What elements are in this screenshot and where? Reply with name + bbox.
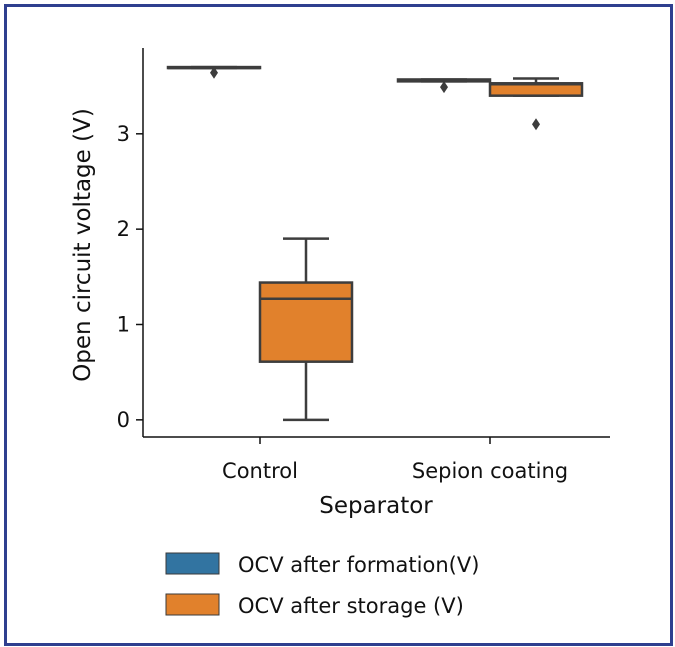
y-tick-label: 0 xyxy=(117,408,130,432)
outlier-point xyxy=(440,81,448,94)
image-border xyxy=(4,4,673,646)
outlier-point xyxy=(532,118,540,131)
x-axis-label: Separator xyxy=(319,493,433,519)
legend-label-storage: OCV after storage (V) xyxy=(238,594,464,618)
box-0-0 xyxy=(166,65,262,79)
box-1-0 xyxy=(258,237,354,422)
x-tick-label: Sepion coating xyxy=(412,459,568,483)
box-1-1 xyxy=(488,77,584,131)
y-axis-label: Open circuit voltage (V) xyxy=(70,108,96,382)
outlier-point xyxy=(210,66,218,79)
y-tick-label: 2 xyxy=(117,217,130,241)
legend-swatch-storage xyxy=(165,593,220,616)
y-tick-label: 3 xyxy=(117,122,130,146)
box-0-1 xyxy=(396,78,492,94)
x-tick-label: Control xyxy=(222,459,298,483)
legend: OCV after formation(V) OCV after storage… xyxy=(165,552,479,618)
box-body xyxy=(258,281,354,363)
y-tick-label: 1 xyxy=(117,312,130,336)
legend-label-formation: OCV after formation(V) xyxy=(238,553,479,577)
legend-swatch-formation xyxy=(165,552,220,575)
